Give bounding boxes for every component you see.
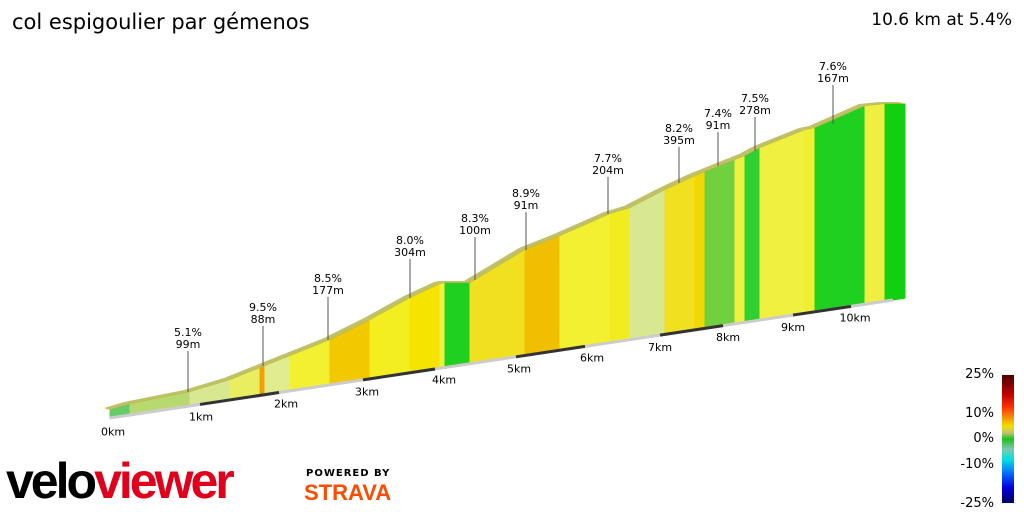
profile-segment bbox=[884, 103, 906, 302]
profile-segment bbox=[734, 155, 746, 325]
profile-top-surface bbox=[689, 170, 705, 176]
profile-top-surface bbox=[809, 104, 865, 128]
page-title: col espigoulier par gémenos bbox=[12, 10, 310, 34]
climb-grade-label: 7.7% bbox=[594, 152, 622, 165]
x-tick-label: 0km bbox=[101, 426, 125, 439]
profile-segment bbox=[664, 175, 696, 335]
profile-top-surface bbox=[554, 212, 610, 236]
profile-top-surface bbox=[404, 282, 440, 298]
profile-top-surface bbox=[224, 366, 260, 380]
profile-segment bbox=[444, 282, 471, 369]
profile-top-surface bbox=[879, 102, 905, 104]
profile-top-surface bbox=[729, 154, 745, 160]
profile-top-surface bbox=[439, 281, 470, 283]
profile-segment bbox=[804, 127, 816, 314]
profile-segment bbox=[759, 129, 806, 321]
x-tick-label: 6km bbox=[580, 351, 604, 364]
profile-top-surface bbox=[519, 234, 560, 250]
climb-length-label: 278m bbox=[739, 104, 771, 117]
profile-top-surface bbox=[284, 338, 330, 356]
legend-label: 0% bbox=[973, 431, 994, 446]
climb-grade-label: 7.5% bbox=[741, 92, 769, 105]
climb-length-label: 100m bbox=[459, 224, 491, 237]
climb-grade-label: 7.6% bbox=[819, 60, 847, 73]
legend-label: 10% bbox=[965, 406, 994, 421]
strava-logo: STRAVA bbox=[304, 480, 392, 505]
profile-segment bbox=[864, 103, 886, 305]
profile-top-surface bbox=[799, 126, 815, 130]
legend-label: 25% bbox=[965, 367, 994, 382]
climb-length-label: 304m bbox=[394, 246, 426, 259]
profile-top-surface bbox=[124, 390, 190, 404]
x-tick-label: 5km bbox=[507, 362, 531, 375]
climb-length-label: 88m bbox=[251, 313, 276, 326]
powered-by-label: POWERED BY bbox=[306, 468, 391, 479]
profile-top-surface bbox=[659, 174, 695, 190]
climb-length-label: 177m bbox=[312, 284, 344, 297]
profile-top-surface bbox=[754, 128, 805, 148]
profile-top-surface bbox=[464, 248, 525, 283]
x-tick-label: 9km bbox=[781, 321, 805, 334]
profile-top-surface bbox=[364, 296, 410, 320]
climb-length-label: 167m bbox=[817, 72, 849, 85]
km-band bbox=[792, 304, 852, 317]
climb-length-label: 91m bbox=[514, 199, 539, 212]
km-band bbox=[199, 391, 280, 406]
km-band bbox=[362, 367, 436, 382]
profile-top-surface bbox=[859, 102, 885, 106]
profile-segment bbox=[694, 171, 706, 331]
climb-length-label: 204m bbox=[592, 164, 624, 177]
climb-grade-label: 8.3% bbox=[461, 212, 489, 225]
profile-segment bbox=[814, 105, 866, 313]
profile-segment bbox=[629, 189, 666, 341]
x-tick-label: 10km bbox=[839, 312, 870, 325]
climb-length-label: 91m bbox=[706, 119, 731, 132]
profile-segment bbox=[469, 249, 526, 365]
x-tick-label: 3km bbox=[355, 385, 379, 398]
profile-segment bbox=[559, 213, 611, 351]
veloviewer-logo: veloviewer bbox=[6, 453, 235, 509]
profile-top-surface bbox=[254, 364, 265, 368]
climb-grade-label: 8.2% bbox=[665, 122, 693, 135]
km-band bbox=[659, 324, 724, 337]
profile-top-surface bbox=[624, 188, 665, 208]
climb-length-label: 99m bbox=[176, 338, 201, 351]
x-tick-label: 4km bbox=[432, 374, 456, 387]
profile-segment bbox=[439, 282, 446, 369]
climb-summary: 10.6 km at 5.4% bbox=[871, 10, 1012, 30]
profile-segment bbox=[704, 159, 736, 329]
profile-top-surface bbox=[434, 281, 445, 284]
x-tick-label: 7km bbox=[648, 341, 672, 354]
climb-grade-label: 8.0% bbox=[396, 234, 424, 247]
profile-segment bbox=[259, 365, 266, 396]
profile-top-surface bbox=[324, 318, 370, 340]
x-tick-label: 1km bbox=[189, 410, 213, 423]
x-tick-label: 2km bbox=[274, 397, 298, 410]
km-band bbox=[515, 344, 586, 359]
climb-grade-label: 7.4% bbox=[704, 107, 732, 120]
profile-top-surface bbox=[604, 206, 630, 214]
profile-top-surface bbox=[184, 378, 230, 392]
profile-segment bbox=[609, 207, 631, 344]
profile-segment bbox=[524, 235, 561, 357]
legend-label: -10% bbox=[960, 457, 994, 472]
profile-top-surface bbox=[104, 402, 130, 410]
grade-color-scale bbox=[1002, 375, 1014, 503]
x-tick-label: 8km bbox=[716, 331, 740, 344]
profile-segment bbox=[744, 147, 761, 323]
profile-top-surface bbox=[259, 354, 290, 366]
climb-grade-label: 8.9% bbox=[512, 187, 540, 200]
profile-top-surface bbox=[699, 158, 735, 172]
profile-segment bbox=[409, 283, 441, 374]
legend-label: -25% bbox=[960, 496, 994, 511]
profile-segment bbox=[369, 297, 411, 380]
climb-length-label: 395m bbox=[663, 134, 695, 147]
climb-grade-label: 8.5% bbox=[314, 272, 342, 285]
climb-grade-label: 5.1% bbox=[174, 326, 202, 339]
climb-grade-label: 9.5% bbox=[249, 301, 277, 314]
